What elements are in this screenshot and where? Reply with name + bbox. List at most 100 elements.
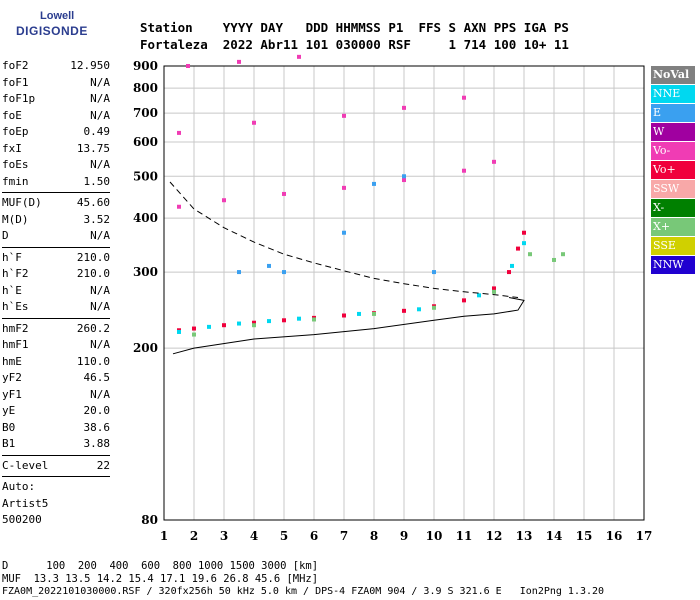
param-label: B1 bbox=[2, 437, 16, 450]
legend: NoVal NNE E W Vo- Vo+ SSW X- X+ SSE NNW bbox=[651, 66, 695, 275]
muf-curve bbox=[169, 181, 519, 298]
param-label: foEp bbox=[2, 125, 29, 138]
param-label: foF1 bbox=[2, 75, 29, 89]
data-point bbox=[507, 270, 511, 275]
param-separator bbox=[2, 476, 110, 477]
param-row: Auto: bbox=[2, 479, 110, 496]
param-label: foE bbox=[2, 108, 22, 122]
footer-file-info: FZA0M_2022101030000.RSF / 320fx256h 50 k… bbox=[2, 586, 605, 597]
param-row: hmF2 260.2 bbox=[2, 321, 110, 338]
data-point bbox=[462, 298, 466, 303]
data-point bbox=[402, 308, 406, 313]
param-value: 13.75 bbox=[76, 141, 110, 155]
param-label: foF1p bbox=[2, 92, 36, 105]
data-point bbox=[432, 270, 436, 275]
param-row: yF2 46.5 bbox=[2, 370, 110, 387]
data-point bbox=[492, 289, 496, 294]
param-value: N/A bbox=[90, 229, 110, 242]
data-point bbox=[372, 311, 376, 316]
data-point bbox=[402, 178, 406, 183]
param-value: 22 bbox=[96, 458, 110, 472]
param-label: foF2 bbox=[2, 59, 29, 72]
param-label: hmF1 bbox=[2, 338, 29, 351]
param-row: yE 20.0 bbox=[2, 403, 110, 420]
x-tick-label: 11 bbox=[456, 529, 473, 543]
param-label: B0 bbox=[2, 420, 16, 434]
param-label: MUF(D) bbox=[2, 196, 42, 209]
data-point bbox=[522, 230, 526, 235]
param-label: C-level bbox=[2, 458, 49, 472]
x-tick-label: 5 bbox=[280, 529, 288, 543]
param-row: fxI 13.75 bbox=[2, 141, 110, 158]
param-value: N/A bbox=[90, 75, 110, 89]
data-point bbox=[342, 313, 346, 318]
data-point bbox=[207, 324, 211, 329]
param-row: h`E N/A bbox=[2, 283, 110, 300]
param-row: fmin 1.50 bbox=[2, 174, 110, 191]
x-tick-label: 7 bbox=[340, 529, 348, 543]
footer-muf-row: MUF 13.3 13.5 14.2 15.4 17.1 19.6 26.8 4… bbox=[2, 573, 319, 585]
param-row: Artist5 bbox=[2, 496, 110, 513]
param-row: 500200 bbox=[2, 512, 110, 529]
param-label: hmE bbox=[2, 354, 22, 368]
logo-line2: DIGISONDE bbox=[16, 24, 88, 38]
param-separator bbox=[2, 192, 110, 193]
param-value: N/A bbox=[90, 283, 110, 297]
data-point bbox=[297, 54, 301, 59]
param-value: N/A bbox=[90, 300, 110, 313]
y-tick-label: 800 bbox=[133, 81, 158, 95]
data-point bbox=[177, 329, 181, 334]
data-point bbox=[252, 323, 256, 328]
data-point bbox=[267, 319, 271, 324]
legend-item: SSE bbox=[651, 237, 695, 255]
x-tick-label: 2 bbox=[190, 529, 198, 543]
legend-item: NNW bbox=[651, 256, 695, 274]
data-point bbox=[237, 59, 241, 64]
param-row: foE N/A bbox=[2, 108, 110, 125]
param-value: 12.950 bbox=[70, 59, 110, 72]
y-tick-label: 600 bbox=[133, 135, 158, 149]
data-point bbox=[192, 332, 196, 337]
data-point bbox=[402, 174, 406, 179]
param-row: D N/A bbox=[2, 228, 110, 245]
param-row: foF1 N/A bbox=[2, 75, 110, 92]
param-value: 0.49 bbox=[83, 125, 111, 138]
param-row: C-level 22 bbox=[2, 458, 110, 475]
param-label: yF1 bbox=[2, 387, 22, 401]
data-point bbox=[402, 105, 406, 110]
param-value: 210.0 bbox=[76, 267, 110, 280]
param-value: 3.52 bbox=[83, 212, 111, 226]
plot-frame bbox=[163, 65, 645, 521]
data-point bbox=[282, 270, 286, 275]
data-point bbox=[372, 181, 376, 186]
legend-item: E bbox=[651, 104, 695, 122]
parameter-panel: foF2 12.950 foF1 N/A foF1p N/A foE N/A foEp 0.49 f… bbox=[2, 58, 110, 529]
x-tick-label: 1 bbox=[160, 529, 168, 543]
param-value: 38.6 bbox=[83, 420, 111, 434]
legend-item: W bbox=[651, 123, 695, 141]
param-separator bbox=[2, 317, 110, 319]
param-row: yF1 N/A bbox=[2, 387, 110, 404]
legend-item: NNE bbox=[651, 85, 695, 103]
logo-line1: Lowell bbox=[40, 10, 75, 22]
legend-item: SSW bbox=[651, 180, 695, 198]
param-label: M(D) bbox=[2, 212, 29, 226]
footer-distance-row: D 100 200 400 600 800 1000 1500 3000 [km… bbox=[2, 560, 319, 572]
y-tick-label: 700 bbox=[133, 106, 158, 120]
param-value: N/A bbox=[90, 158, 110, 171]
x-tick-label: 8 bbox=[370, 529, 378, 543]
x-tick-label: 14 bbox=[546, 529, 563, 543]
param-row: foF2 12.950 bbox=[2, 58, 110, 75]
x-tick-label: 15 bbox=[576, 529, 593, 543]
data-point bbox=[342, 230, 346, 235]
x-tick-label: 10 bbox=[426, 529, 443, 543]
data-point bbox=[177, 204, 181, 209]
param-label: hmF2 bbox=[2, 321, 29, 335]
data-point bbox=[177, 130, 181, 135]
x-tick-label: 4 bbox=[250, 529, 258, 543]
data-point bbox=[192, 326, 196, 331]
data-point bbox=[432, 305, 436, 310]
param-value: 45.60 bbox=[76, 196, 110, 209]
param-row: foEp 0.49 bbox=[2, 124, 110, 141]
